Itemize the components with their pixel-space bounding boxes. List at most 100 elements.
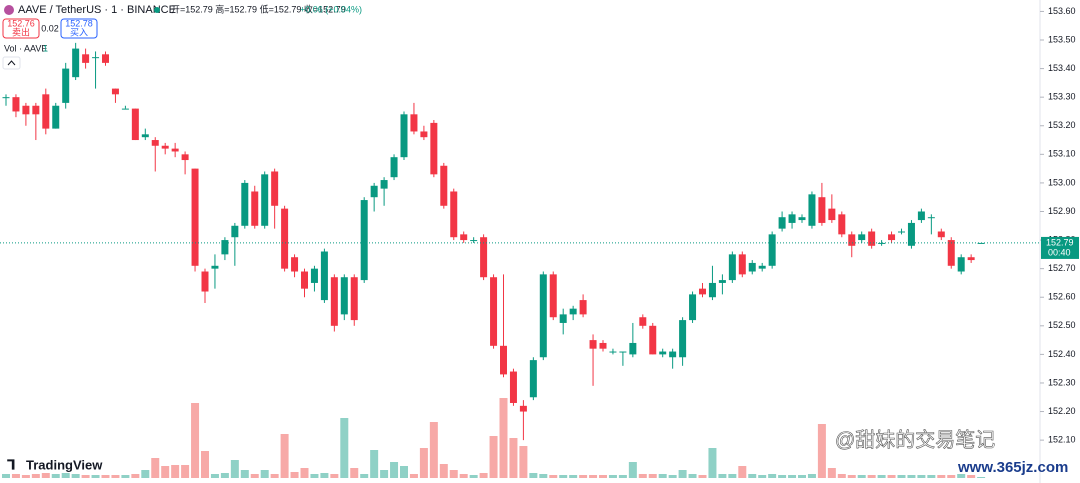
volume-bar xyxy=(957,474,966,478)
volume-bar xyxy=(618,475,627,478)
volume-bar xyxy=(967,475,976,478)
candle-body xyxy=(32,105,40,115)
volume-bar xyxy=(41,473,50,478)
volume-bar xyxy=(91,475,100,478)
candle-body xyxy=(639,317,647,326)
volume-bar xyxy=(688,474,697,478)
y-tick-label: 153.60 xyxy=(1048,6,1076,16)
volume-bar xyxy=(230,460,239,478)
volume-bar xyxy=(917,475,926,478)
candle-body xyxy=(2,97,10,99)
volume-bar xyxy=(947,475,956,478)
volume-bar xyxy=(827,468,836,478)
candle-body xyxy=(211,265,219,269)
volume-bar xyxy=(61,473,70,478)
candle-body xyxy=(281,208,289,269)
candle-body xyxy=(838,214,846,235)
candle-body xyxy=(549,274,557,318)
candle-body xyxy=(718,280,726,283)
volume-bar xyxy=(648,474,657,478)
candle-body xyxy=(798,217,806,221)
volume-bar xyxy=(758,475,767,478)
volume-bar xyxy=(409,474,418,478)
collapse-icon xyxy=(7,60,16,66)
y-tick-label: 152.30 xyxy=(1048,377,1076,387)
candle-body xyxy=(470,240,478,242)
volume-bar xyxy=(81,475,90,478)
volume-bar xyxy=(191,403,200,478)
candle-body xyxy=(390,157,398,178)
candle-body xyxy=(500,345,507,375)
candle-body xyxy=(539,274,547,358)
volume-bar xyxy=(71,474,80,478)
candle-body xyxy=(818,197,826,223)
volume-bar xyxy=(788,475,797,478)
plot-area xyxy=(2,42,986,478)
volume-bar xyxy=(161,466,170,478)
volume-bar xyxy=(280,434,289,478)
collapse-button[interactable] xyxy=(2,56,21,70)
volume-bar xyxy=(559,475,568,478)
volume-bar xyxy=(698,475,707,478)
volume-bar xyxy=(937,475,946,478)
volume-bar xyxy=(240,470,249,478)
volume-bar xyxy=(459,474,468,478)
candle-body xyxy=(301,271,308,289)
volume-bar xyxy=(220,473,229,478)
last-price-box xyxy=(1041,236,1079,259)
candle-body xyxy=(52,105,60,129)
candle-body xyxy=(679,320,687,358)
volume-bar xyxy=(668,475,677,478)
volume-bar xyxy=(718,474,727,478)
volume-bar xyxy=(141,470,150,478)
candle-body xyxy=(947,240,955,266)
candle-body xyxy=(848,234,856,246)
sell-label: 卖出 xyxy=(12,26,30,37)
volume-bar xyxy=(589,475,598,478)
sell-button[interactable] xyxy=(2,18,40,39)
buy-button[interactable] xyxy=(60,18,98,39)
volume-bar xyxy=(51,474,60,478)
candle-body xyxy=(102,54,109,63)
sell-price: 152.76 xyxy=(7,18,35,28)
candle-body xyxy=(689,294,697,321)
candle-body xyxy=(788,214,796,223)
volume-bar xyxy=(340,418,349,478)
candle-body xyxy=(171,148,179,152)
candle-body xyxy=(708,282,716,298)
volume-bar xyxy=(569,475,578,478)
volume-bar xyxy=(778,475,787,478)
candle-body xyxy=(509,371,517,403)
candle-body xyxy=(370,185,378,198)
buy-price: 152.78 xyxy=(65,18,93,28)
volume-bar xyxy=(449,470,458,478)
candle-body xyxy=(271,171,279,206)
candle-body xyxy=(460,234,468,241)
last-price-time: 00:40 xyxy=(1048,247,1071,257)
volume-bar xyxy=(847,475,856,478)
candle-body xyxy=(340,277,348,315)
volume-bar xyxy=(897,475,906,478)
volume-bar xyxy=(599,475,607,478)
candle-body xyxy=(201,271,209,292)
candle-body xyxy=(927,217,935,219)
candle-body xyxy=(768,234,776,266)
y-tick-label: 153.20 xyxy=(1048,120,1076,130)
volume-bar xyxy=(708,448,717,478)
volume-bar xyxy=(260,470,269,478)
volume-bar xyxy=(489,436,498,478)
candle-body xyxy=(82,54,90,63)
candle-body xyxy=(778,217,786,229)
candle-body xyxy=(917,211,925,221)
volume-bar xyxy=(738,466,747,478)
y-tick-label: 153.50 xyxy=(1048,34,1076,44)
candle-body xyxy=(251,191,259,226)
candle-body xyxy=(748,262,756,272)
volume-bar xyxy=(678,470,687,478)
volume-bar xyxy=(887,475,896,478)
candle-body xyxy=(330,277,338,326)
candle-body xyxy=(161,145,169,149)
volume-bar xyxy=(658,474,667,478)
